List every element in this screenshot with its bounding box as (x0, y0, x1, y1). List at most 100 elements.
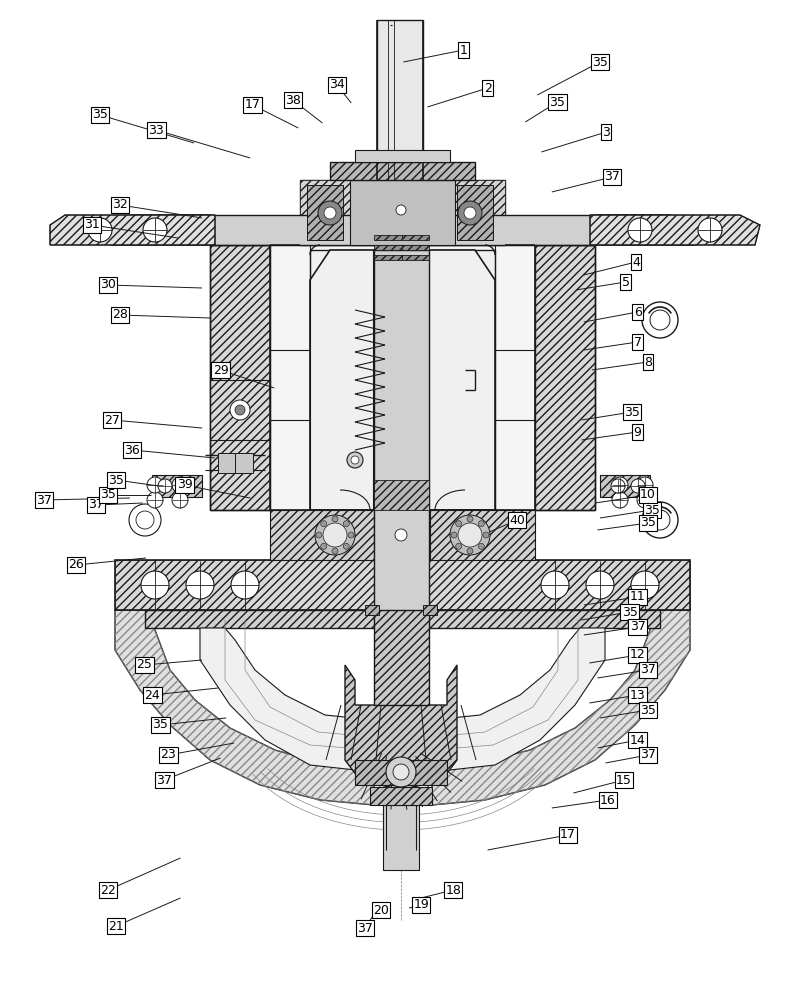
Circle shape (611, 479, 625, 493)
Text: 37: 37 (156, 774, 172, 786)
Bar (355, 150, 450, 162)
Text: 37: 37 (36, 493, 52, 506)
Text: 32: 32 (112, 198, 128, 212)
Circle shape (612, 492, 628, 508)
Circle shape (231, 571, 259, 599)
Bar (235, 453, 253, 473)
Text: 9: 9 (634, 426, 642, 438)
Circle shape (316, 532, 322, 538)
Bar (355, 760, 447, 785)
Circle shape (323, 523, 347, 547)
Text: 35: 35 (92, 108, 108, 121)
Text: 35: 35 (640, 704, 656, 716)
Circle shape (483, 532, 489, 538)
Circle shape (348, 532, 354, 538)
Bar (365, 605, 379, 615)
Bar (210, 215, 595, 245)
Bar (218, 453, 236, 473)
Circle shape (235, 405, 245, 415)
Text: 39: 39 (176, 479, 192, 491)
Text: 3: 3 (602, 125, 610, 138)
Circle shape (458, 201, 482, 225)
Circle shape (586, 571, 614, 599)
Bar (423, 605, 437, 615)
Bar (330, 162, 475, 180)
Text: 14: 14 (630, 734, 646, 746)
Text: 17: 17 (560, 828, 576, 842)
Polygon shape (110, 215, 210, 245)
Circle shape (88, 218, 112, 242)
Text: 36: 36 (124, 444, 140, 456)
Text: 35: 35 (108, 474, 124, 487)
Text: 17: 17 (245, 99, 261, 111)
Text: 35: 35 (644, 504, 660, 516)
Circle shape (158, 479, 172, 493)
Bar (115, 560, 690, 610)
Circle shape (451, 532, 457, 538)
Text: 5: 5 (622, 275, 630, 288)
Circle shape (467, 548, 473, 554)
Circle shape (178, 479, 192, 493)
Text: 30: 30 (100, 278, 116, 292)
Text: 37: 37 (640, 748, 656, 762)
Circle shape (642, 502, 678, 538)
Text: 37: 37 (640, 663, 656, 676)
Circle shape (450, 515, 490, 555)
Circle shape (478, 543, 484, 549)
Circle shape (467, 516, 473, 522)
Circle shape (230, 400, 250, 420)
Bar (370, 787, 432, 805)
Circle shape (143, 218, 167, 242)
Circle shape (458, 523, 482, 547)
Polygon shape (432, 628, 605, 772)
Bar (210, 380, 270, 440)
Bar (457, 185, 493, 240)
Bar (600, 475, 650, 497)
Text: 23: 23 (160, 748, 176, 762)
Circle shape (541, 571, 569, 599)
Circle shape (141, 571, 169, 599)
Bar (455, 180, 505, 245)
Bar (307, 185, 343, 240)
Bar (300, 180, 350, 245)
Text: 22: 22 (100, 884, 116, 896)
Bar (535, 245, 595, 510)
Circle shape (332, 516, 338, 522)
Bar (310, 250, 495, 510)
Bar (300, 180, 505, 245)
Bar (430, 510, 535, 560)
Polygon shape (115, 610, 374, 805)
Bar (377, 20, 423, 180)
Text: 13: 13 (630, 689, 646, 702)
Bar (145, 610, 660, 628)
Text: 26: 26 (68, 558, 84, 572)
Text: 1: 1 (460, 43, 468, 56)
Polygon shape (50, 215, 215, 245)
Text: 35: 35 (100, 488, 116, 502)
Text: 37: 37 (88, 498, 104, 512)
Text: 35: 35 (152, 718, 168, 732)
Bar (383, 805, 419, 870)
Text: 19: 19 (413, 898, 429, 912)
Polygon shape (432, 610, 690, 805)
Bar (270, 245, 535, 510)
Bar (374, 480, 429, 510)
Circle shape (612, 477, 628, 493)
Text: 35: 35 (640, 516, 656, 530)
Text: 18: 18 (445, 884, 461, 896)
Text: 28: 28 (112, 308, 128, 322)
Circle shape (321, 543, 326, 549)
Bar (374, 245, 402, 250)
Circle shape (147, 477, 163, 493)
Circle shape (642, 302, 678, 338)
Polygon shape (345, 665, 457, 790)
Text: 4: 4 (632, 255, 640, 268)
Circle shape (628, 218, 652, 242)
Circle shape (347, 452, 363, 468)
Bar (430, 510, 535, 560)
Polygon shape (310, 250, 495, 510)
Circle shape (136, 511, 154, 529)
Bar (145, 610, 660, 628)
Polygon shape (200, 628, 374, 772)
Circle shape (318, 201, 342, 225)
